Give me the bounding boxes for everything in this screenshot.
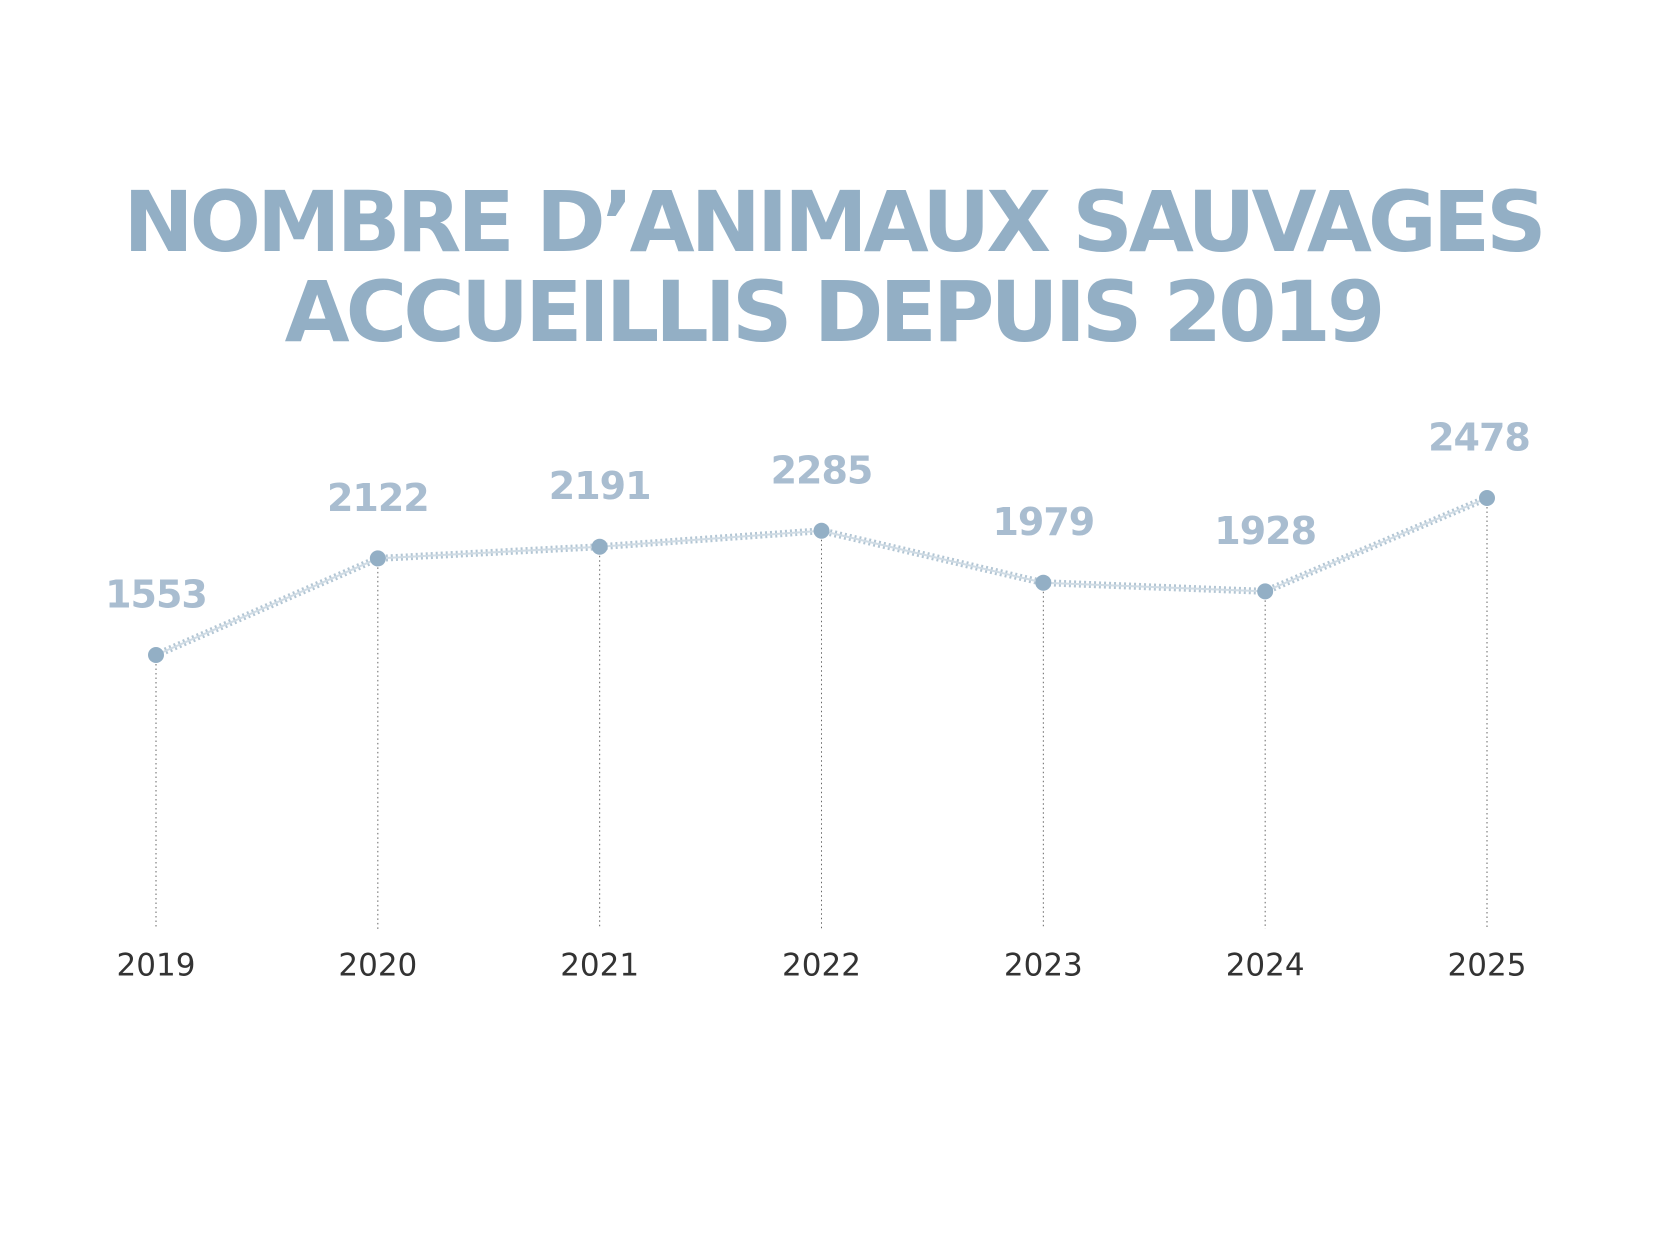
x-tick-label: 2022 bbox=[782, 948, 861, 984]
data-point bbox=[1257, 583, 1274, 600]
x-tick-label: 2019 bbox=[117, 948, 196, 984]
value-label: 2478 bbox=[1428, 416, 1530, 460]
data-point bbox=[1479, 490, 1495, 506]
data-point bbox=[813, 522, 830, 539]
data-point bbox=[1035, 574, 1052, 591]
x-tick-label: 2021 bbox=[560, 948, 639, 984]
value-label: 2191 bbox=[549, 464, 651, 508]
chart-title: NOMBRE D’ANIMAUX SAUVAGES bbox=[123, 173, 1542, 271]
x-tick-label: 2023 bbox=[1004, 948, 1083, 984]
x-tick-label: 2024 bbox=[1226, 948, 1305, 984]
data-point bbox=[591, 538, 608, 555]
value-label: 1553 bbox=[105, 573, 207, 617]
data-point bbox=[148, 647, 164, 663]
x-tick-label: 2020 bbox=[338, 948, 417, 984]
value-label: 1979 bbox=[992, 500, 1094, 544]
x-tick-label: 2025 bbox=[1448, 948, 1527, 984]
value-label: 1928 bbox=[1214, 509, 1316, 553]
chart-title: ACCUEILLIS DEPUIS 2019 bbox=[285, 263, 1382, 361]
data-point bbox=[369, 550, 386, 567]
value-label: 2122 bbox=[327, 476, 429, 520]
value-label: 2285 bbox=[771, 448, 873, 492]
